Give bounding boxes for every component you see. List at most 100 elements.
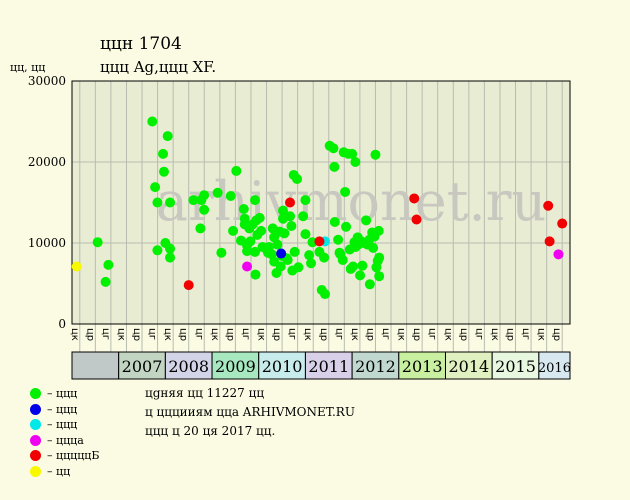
quarter-label: цк [115,328,126,341]
y-axis-label: цц, цц [10,61,46,74]
year-band [164,351,213,380]
quarter-label: цг [427,328,438,340]
year-label: 2013 [402,357,443,376]
quarter-label: цр [411,328,422,341]
data-point [165,243,176,254]
quarter-label: цр [224,328,235,341]
year-label: 2012 [355,357,396,376]
data-point [103,259,114,270]
data-point [285,197,296,208]
data-point [183,280,194,291]
data-point [199,204,210,215]
note-last-price: цցняя цц 11227 цц [145,386,265,400]
year-label: 2011 [308,357,349,376]
data-point [225,191,236,202]
year-label: 2014 [448,357,489,376]
year-band [304,351,353,380]
data-point [300,229,311,240]
year-label: 2016 [538,361,571,376]
legend-marker [30,465,41,477]
y-tick-label: 10000 [28,236,66,250]
legend-marker [30,434,41,446]
data-point [370,149,381,160]
data-point [195,223,206,234]
year-band [398,351,446,380]
data-point [150,182,161,193]
quarter-label: цр [271,328,282,341]
data-point [329,161,340,172]
quarter-label: цг [147,328,158,340]
legend-item: – цццa [30,433,99,449]
data-point [100,276,111,287]
quarter-label: цр [551,328,562,341]
year-label: 2015 [495,357,536,376]
data-point [329,216,340,227]
data-point [285,211,296,222]
data-point [147,116,158,127]
year-label: 2010 [262,357,303,376]
chart-title: ццн 1704 [100,34,182,54]
quarter-label: цг [520,328,531,340]
quarter-label: цг [240,328,251,340]
data-point [279,228,290,239]
data-point [361,215,372,226]
data-point [553,249,564,260]
year-band [258,351,306,380]
data-point [216,247,227,258]
quarter-label: цк [489,328,500,341]
year-band [491,351,540,380]
data-point [286,220,297,231]
quarter-label: цр [364,328,375,341]
data-point [212,187,223,198]
note-date: ццц ц 20 ця 2017 цц. [145,424,276,438]
data-point [238,203,249,214]
quarter-label: цг [473,328,484,340]
year-band [211,351,260,380]
legend: – ццц – ццц – ццц – цццa – цццццБ – цц [30,386,99,479]
data-point [254,212,265,223]
data-point [292,174,303,185]
data-point [543,200,554,211]
data-point [289,246,300,257]
data-point [231,165,242,176]
data-point [245,236,256,247]
data-point [328,143,339,154]
legend-label: – ццц [47,418,78,432]
quarter-label: цк [536,328,547,341]
data-point [544,236,555,247]
year-band [444,351,493,380]
quarter-label: цг [287,328,298,340]
quarter-label: цк [209,328,220,341]
legend-marker [30,450,41,462]
legend-label: – цц [47,464,71,478]
data-point [242,246,253,257]
y-tick-label: 20000 [28,155,66,169]
quarter-label: цр [131,328,142,341]
quarter-label: цк [349,328,360,341]
quarter-label: цк [442,328,453,341]
data-point [340,186,351,197]
quarter-label: цг [193,328,204,340]
year-label: 2008 [168,357,209,376]
quarter-label: цк [162,328,173,341]
data-point [256,225,267,236]
data-point [199,190,210,201]
data-point [250,246,261,257]
data-point [337,255,348,266]
quarter-label: цк [302,328,313,341]
quarter-label: цр [458,328,469,341]
y-tick-label: 30000 [28,74,66,88]
data-point [298,211,309,222]
data-point [242,261,253,272]
data-point [350,157,361,167]
data-point [71,261,82,272]
watermark: arhivmonet.ru [156,170,546,233]
data-point [162,131,173,142]
data-point [152,197,163,208]
legend-marker [30,403,41,415]
data-point [411,214,422,225]
data-point [300,195,311,206]
legend-item: – цццццБ [30,448,99,464]
quarter-label: цк [396,328,407,341]
legend-label: – ццц [47,387,78,401]
